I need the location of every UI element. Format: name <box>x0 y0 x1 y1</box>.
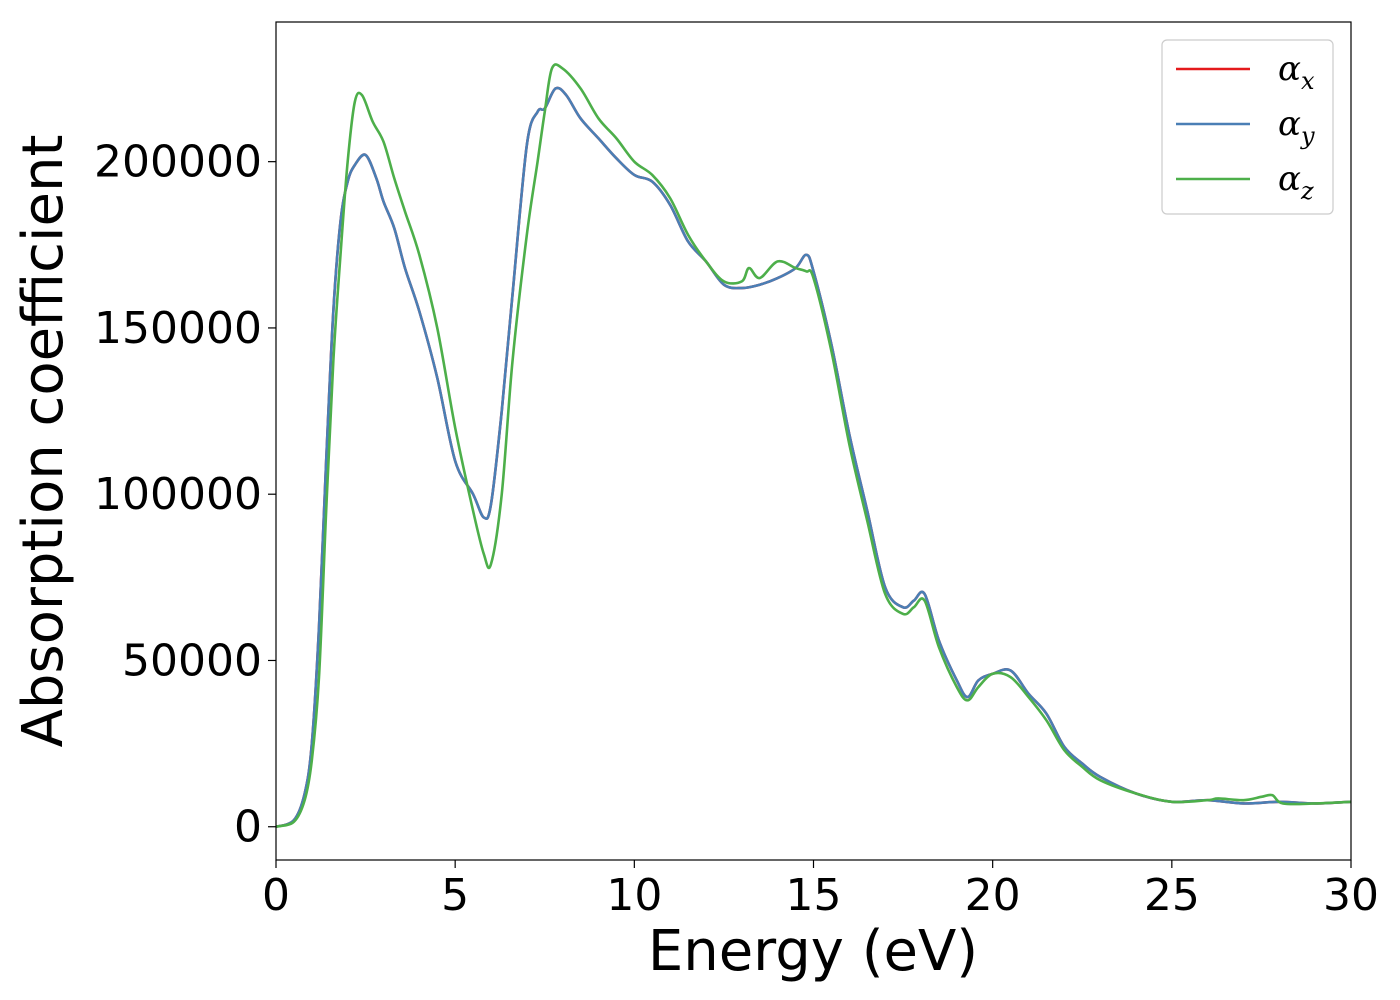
x-tick-label: 5 <box>441 870 469 921</box>
y-axis: 0 50000 100000 150000 200000 <box>94 137 276 853</box>
x-tick-label: 15 <box>786 870 842 921</box>
y-tick-label: 50000 <box>122 635 262 686</box>
x-tick-label: 10 <box>606 870 662 921</box>
x-tick-label: 20 <box>965 870 1021 921</box>
y-tick-label: 200000 <box>94 137 262 188</box>
x-axis: 0 5 10 15 20 25 30 <box>262 860 1379 921</box>
series-layer <box>275 63 1352 829</box>
x-tick-label: 25 <box>1144 870 1200 921</box>
x-axis-title: Energy (eV) <box>648 919 978 984</box>
legend-box <box>1161 39 1334 215</box>
y-tick-label: 150000 <box>94 303 262 354</box>
series-line-alpha-y <box>275 86 1352 829</box>
x-tick-label: 0 <box>262 870 290 921</box>
y-tick-label: 100000 <box>94 469 262 520</box>
y-axis-title: Absorption coefficient <box>11 135 76 748</box>
x-tick-label: 30 <box>1323 870 1379 921</box>
series-line-alpha-z <box>275 63 1352 829</box>
y-tick-label: 0 <box>234 802 262 853</box>
